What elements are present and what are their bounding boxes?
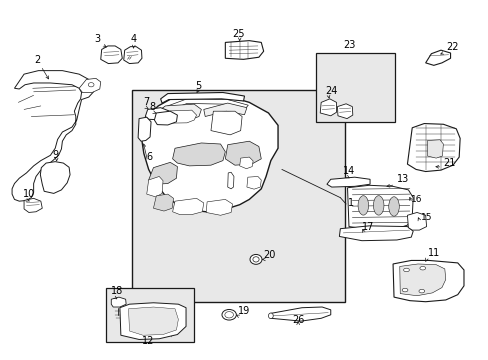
Polygon shape: [123, 47, 142, 64]
Polygon shape: [203, 103, 246, 117]
Polygon shape: [270, 307, 330, 321]
Ellipse shape: [88, 83, 94, 87]
Ellipse shape: [403, 268, 408, 272]
Polygon shape: [138, 117, 151, 141]
Polygon shape: [326, 177, 369, 187]
Ellipse shape: [357, 196, 368, 215]
Ellipse shape: [249, 255, 262, 264]
Polygon shape: [320, 99, 336, 116]
Text: 4: 4: [130, 34, 136, 44]
Polygon shape: [146, 176, 163, 197]
Text: 18: 18: [111, 287, 123, 296]
Ellipse shape: [419, 266, 425, 270]
Bar: [105, 288, 194, 342]
Polygon shape: [24, 198, 42, 212]
Text: 10: 10: [23, 189, 35, 199]
Text: 1: 1: [347, 198, 353, 208]
Text: 17: 17: [361, 222, 373, 232]
Text: 25: 25: [232, 29, 244, 39]
Ellipse shape: [418, 289, 424, 293]
Polygon shape: [145, 108, 168, 120]
Polygon shape: [141, 95, 278, 212]
Polygon shape: [407, 212, 426, 230]
Polygon shape: [425, 50, 449, 66]
Polygon shape: [246, 176, 261, 189]
Bar: [316, 53, 395, 122]
Text: 3: 3: [94, 34, 101, 44]
Polygon shape: [172, 198, 203, 215]
Polygon shape: [128, 307, 178, 335]
Text: 15: 15: [420, 213, 431, 222]
Polygon shape: [148, 162, 177, 184]
Ellipse shape: [268, 313, 273, 319]
Text: 21: 21: [443, 158, 455, 168]
Polygon shape: [41, 162, 70, 193]
Bar: [132, 90, 345, 302]
Text: 6: 6: [146, 152, 152, 162]
Polygon shape: [160, 93, 244, 103]
Polygon shape: [427, 140, 443, 158]
Text: 5: 5: [195, 81, 201, 91]
Text: 26: 26: [291, 315, 304, 325]
Text: 9: 9: [52, 149, 58, 159]
Polygon shape: [159, 110, 196, 123]
Polygon shape: [407, 123, 459, 171]
Polygon shape: [111, 297, 126, 307]
Polygon shape: [337, 104, 352, 118]
Polygon shape: [172, 143, 225, 166]
Text: 22: 22: [445, 42, 457, 52]
Polygon shape: [79, 78, 101, 93]
Text: 16: 16: [410, 195, 422, 204]
Polygon shape: [347, 185, 412, 230]
Text: 13: 13: [396, 174, 408, 184]
Polygon shape: [239, 157, 253, 169]
Text: 2: 2: [35, 55, 41, 66]
Polygon shape: [12, 71, 93, 201]
Text: 7: 7: [142, 96, 149, 107]
Ellipse shape: [222, 310, 236, 320]
Polygon shape: [339, 226, 412, 241]
Text: 24: 24: [325, 86, 337, 96]
Text: 20: 20: [263, 251, 276, 260]
Text: 14: 14: [342, 166, 354, 176]
Polygon shape: [163, 99, 248, 112]
Polygon shape: [153, 194, 173, 211]
Text: 11: 11: [427, 248, 439, 258]
Polygon shape: [225, 41, 263, 59]
Polygon shape: [154, 111, 177, 125]
Polygon shape: [227, 172, 233, 189]
Text: 12: 12: [141, 336, 154, 346]
Polygon shape: [210, 111, 242, 135]
Text: 19: 19: [237, 306, 249, 316]
Polygon shape: [392, 260, 463, 302]
Polygon shape: [225, 141, 261, 165]
Ellipse shape: [252, 257, 259, 262]
Polygon shape: [120, 303, 185, 339]
Polygon shape: [399, 264, 445, 296]
Polygon shape: [101, 46, 122, 64]
Text: 8: 8: [149, 102, 155, 112]
Polygon shape: [156, 104, 201, 121]
Ellipse shape: [401, 288, 407, 292]
Ellipse shape: [224, 312, 233, 318]
Ellipse shape: [388, 197, 399, 216]
Ellipse shape: [373, 196, 383, 215]
Polygon shape: [206, 199, 232, 215]
Text: 23: 23: [343, 40, 355, 50]
